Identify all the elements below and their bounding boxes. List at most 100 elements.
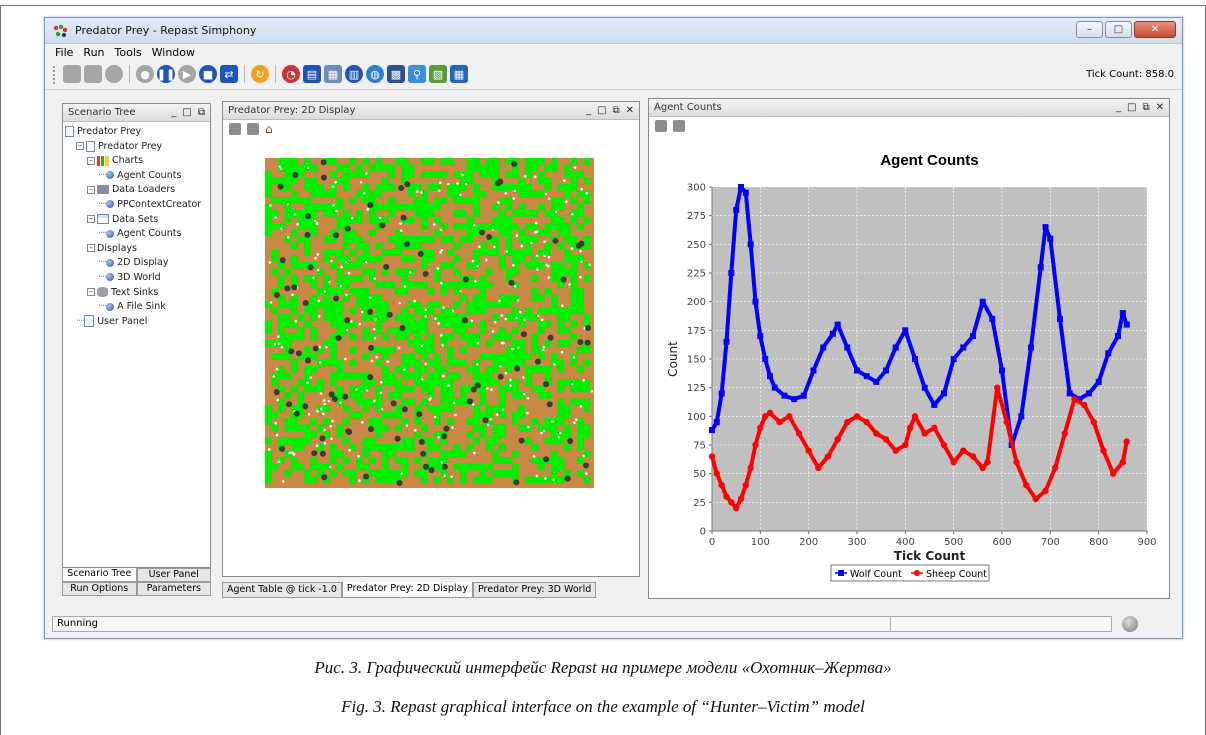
tree-node[interactable]: ···· 2D Display: [65, 256, 208, 271]
minimize-button[interactable]: –: [1076, 21, 1103, 38]
init-icon[interactable]: ●: [136, 65, 154, 83]
grass-cell: [577, 223, 584, 230]
tab-agent-table[interactable]: Agent Table @ tick -1.0: [222, 582, 342, 598]
tab-user-panel[interactable]: User Panel: [136, 568, 211, 582]
data-icon[interactable]: ▤: [303, 65, 321, 83]
tree-node[interactable]: ···· 3D World: [65, 271, 208, 286]
wolf-data-point: [718, 390, 725, 397]
grass-cell: [538, 294, 545, 302]
menu-run[interactable]: Run: [83, 45, 105, 59]
grass-cell: [577, 470, 584, 477]
film-icon[interactable]: ▩: [387, 65, 405, 83]
grass-cell: [395, 379, 402, 386]
tab-parameters[interactable]: Parameters: [136, 582, 211, 596]
grass-cell: [479, 288, 487, 295]
tree-node[interactable]: ···· Agent Counts: [65, 227, 208, 242]
tree-toggle-icon[interactable]: –: [87, 243, 95, 253]
sheep-agent: [323, 442, 327, 445]
panel-maximize-icon[interactable]: □: [182, 107, 192, 118]
toolbar-grip[interactable]: [53, 66, 57, 84]
panel-maximize-icon[interactable]: □: [1127, 102, 1137, 113]
save-icon[interactable]: [84, 65, 102, 83]
grass-cell: [304, 424, 311, 432]
grass-cell: [265, 340, 272, 347]
grass-cell: [447, 236, 454, 243]
panel-minimize-icon[interactable]: _: [1116, 102, 1122, 113]
tree-toggle-icon[interactable]: –: [87, 214, 95, 224]
sheep-agent: [403, 368, 406, 371]
grass-cell: [453, 223, 461, 230]
grass-cell: [557, 327, 565, 334]
step-icon[interactable]: ▶: [178, 65, 196, 83]
zoom-icon[interactable]: ⚲: [408, 65, 426, 83]
panel-minimize-icon[interactable]: _: [171, 107, 177, 118]
tab-run-options[interactable]: Run Options: [62, 582, 137, 596]
panel-float-icon[interactable]: ⧉: [197, 107, 205, 118]
tree-node[interactable]: – Predator Prey: [65, 140, 208, 155]
movie-icon[interactable]: [247, 123, 259, 135]
snapshot-icon[interactable]: [229, 123, 241, 135]
sheep-agent: [328, 280, 331, 284]
grass-cell: [499, 255, 506, 263]
tree-node[interactable]: ···· User Panel: [65, 315, 208, 330]
chart-icon[interactable]: ◔: [282, 65, 300, 83]
tree-node[interactable]: ···· Agent Counts: [65, 169, 208, 184]
tree-toggle-icon[interactable]: –: [87, 184, 95, 194]
tree-node[interactable]: – Displays: [65, 242, 299, 352]
tab-scenario-tree[interactable]: Scenario Tree: [62, 568, 137, 582]
panel-minimize-icon[interactable]: _: [586, 105, 592, 116]
grass-cell: [453, 197, 461, 204]
grass-cell: [512, 450, 519, 458]
image-icon[interactable]: ▧: [429, 65, 447, 83]
sheep-agent: [348, 448, 351, 452]
tree-node[interactable]: – Text Sinks: [65, 286, 208, 301]
y-tick-label: 250: [687, 240, 706, 251]
sheep-agent: [490, 388, 493, 391]
grass-cell: [395, 411, 402, 419]
menu-tools[interactable]: Tools: [114, 45, 142, 59]
tab-3d-world[interactable]: Predator Prey: 3D World: [472, 582, 597, 598]
tree-node[interactable]: – Charts: [65, 154, 208, 169]
tree-node[interactable]: ···· A File Sink: [65, 300, 208, 315]
close-button[interactable]: ✕: [1134, 21, 1176, 38]
panel-close-icon[interactable]: ✕: [1155, 102, 1164, 113]
tree-node[interactable]: – Data Loaders: [65, 183, 208, 198]
sheep-agent: [485, 258, 488, 262]
chart-properties-icon[interactable]: [673, 120, 685, 132]
tree-node[interactable]: ···· PPContextCreator: [65, 198, 208, 213]
panel-maximize-icon[interactable]: □: [597, 105, 607, 116]
tree-node[interactable]: – Data Sets: [65, 213, 208, 228]
grass-cell: [330, 333, 337, 341]
grass-cell: [356, 457, 363, 464]
start-icon[interactable]: ❚❚: [157, 65, 175, 83]
tree-toggle-icon[interactable]: –: [87, 287, 95, 297]
reset-icon[interactable]: ⇄: [220, 65, 238, 83]
store-icon[interactable]: ▥: [345, 65, 363, 83]
tab-2d-display[interactable]: Predator Prey: 2D Display: [341, 582, 473, 598]
new-icon[interactable]: [63, 65, 81, 83]
stop-icon[interactable]: ■: [199, 65, 217, 83]
grass-cell: [440, 340, 448, 347]
tree-node[interactable]: Predator Prey: [65, 125, 208, 140]
grid-icon[interactable]: ▦: [450, 65, 468, 83]
sheep-agent: [590, 389, 594, 393]
tree-toggle-icon[interactable]: –: [87, 155, 95, 165]
menu-window[interactable]: Window: [151, 45, 195, 59]
home-icon[interactable]: ⌂: [265, 122, 273, 136]
chart-snapshot-icon[interactable]: [655, 120, 667, 132]
tree-toggle-icon[interactable]: –: [76, 141, 84, 151]
table-icon[interactable]: ▦: [324, 65, 342, 83]
grass-cell: [369, 301, 376, 308]
panel-float-icon[interactable]: ⧉: [612, 105, 620, 116]
panel-close-icon[interactable]: ✕: [625, 105, 634, 116]
world-grid[interactable]: [265, 158, 594, 488]
grass-cell: [453, 288, 461, 295]
world-icon[interactable]: ◍: [366, 65, 384, 83]
info-icon[interactable]: ↻: [251, 65, 269, 83]
grass-cell: [375, 301, 383, 308]
maximize-button[interactable]: □: [1105, 21, 1132, 38]
menu-file[interactable]: File: [55, 45, 74, 59]
save-as-icon[interactable]: [105, 65, 123, 83]
grass-cell: [453, 255, 461, 263]
panel-float-icon[interactable]: ⧉: [1142, 102, 1150, 113]
